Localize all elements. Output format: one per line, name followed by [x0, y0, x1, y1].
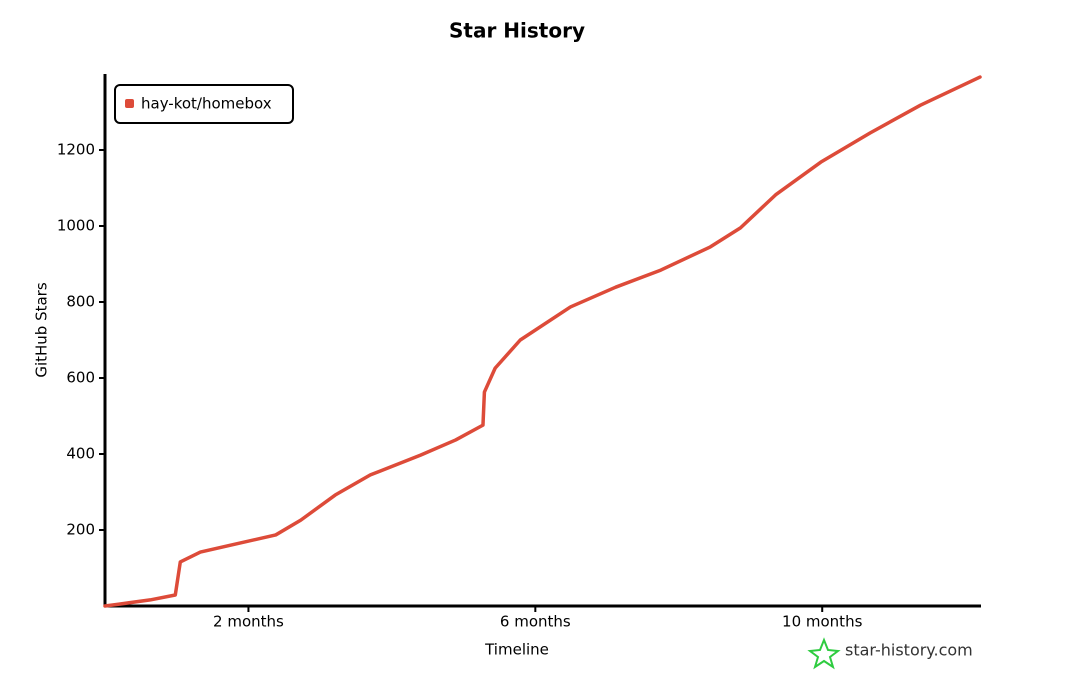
watermark-text: star-history.com	[845, 641, 973, 660]
legend-box	[114, 84, 294, 124]
y-axis-label: GitHub Stars	[33, 282, 51, 378]
line	[103, 75, 982, 608]
x-axis-label: Timeline	[484, 641, 549, 659]
chart-title: Star History	[449, 19, 585, 43]
legend-swatch	[125, 99, 134, 108]
y-tick-label: 1000	[57, 217, 95, 235]
y-tick-label: 400	[66, 445, 95, 463]
x-tick-label: 10 months	[782, 613, 863, 631]
x-tick-label: 2 months	[213, 613, 284, 631]
y-tick-label: 800	[66, 293, 95, 311]
x-tick-label: 6 months	[500, 613, 571, 631]
legend-label: hay-kot/homebox	[141, 95, 272, 113]
watermark: star-history.com	[807, 637, 973, 670]
y-tick-label: 1200	[57, 141, 95, 159]
y-tick-label: 600	[66, 369, 95, 387]
y-tick-label: 200	[66, 521, 95, 539]
watermark-icon	[807, 637, 841, 670]
